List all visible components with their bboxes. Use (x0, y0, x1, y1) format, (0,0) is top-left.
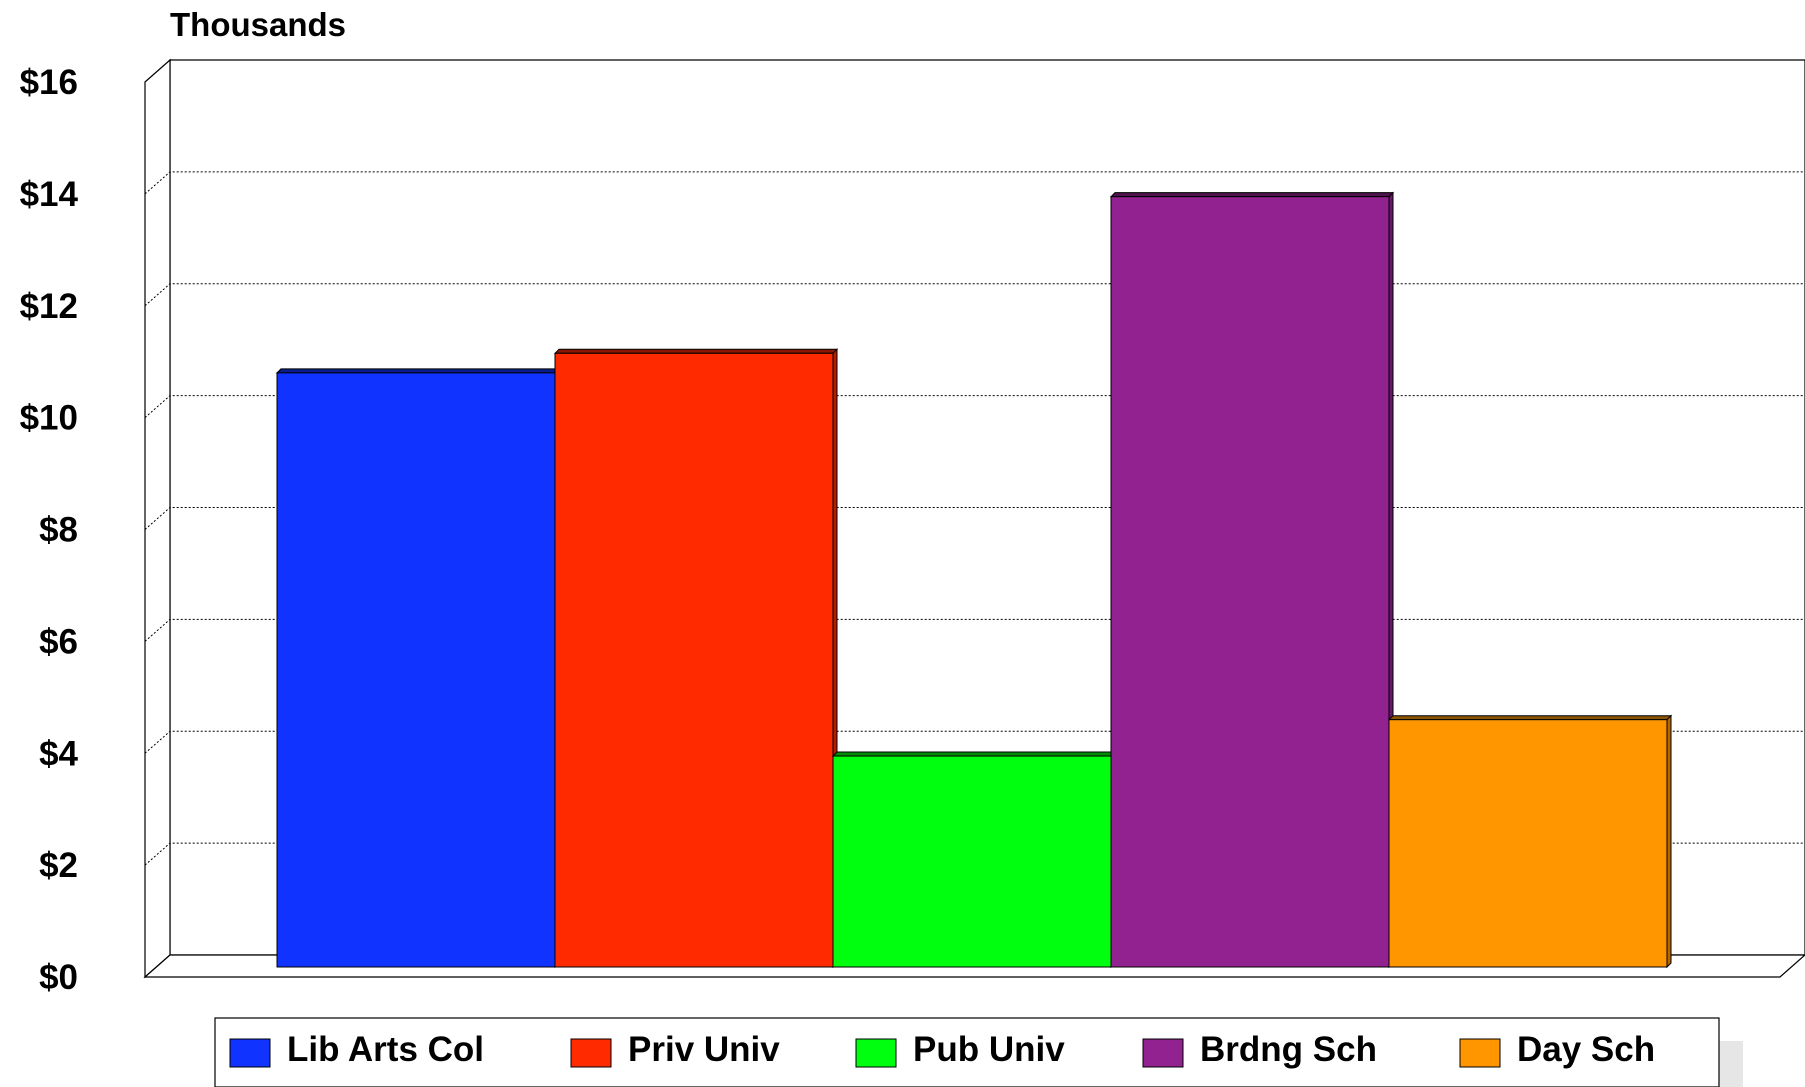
bar-top (831, 751, 1117, 757)
y-tick-labels: $0 $2 $4 $6 $8 $10 $12 $14 $16 (20, 63, 79, 997)
y-tick-label: $12 (20, 287, 78, 326)
bar-top (553, 348, 839, 354)
legend: Lib Arts Col Priv Univ Pub Univ Brdng Sch Da… (214, 1017, 1743, 1087)
legend-item: Pub Univ (855, 1030, 1065, 1069)
y-tick-label: $14 (20, 175, 79, 214)
bar (831, 750, 1117, 969)
legend-swatch (1142, 1038, 1184, 1068)
gridline (144, 171, 1805, 195)
bar (553, 348, 839, 969)
legend-item: Brdng Sch (1142, 1030, 1377, 1069)
gridline (144, 730, 1805, 754)
legend-item: Lib Arts Col (229, 1030, 484, 1069)
bar-front (1388, 719, 1668, 968)
y-tick-label: $4 (39, 734, 78, 773)
bar-front (554, 352, 834, 968)
y-tick-label: $2 (39, 846, 78, 885)
bar (1387, 714, 1673, 969)
legend-item: Priv Univ (570, 1030, 780, 1069)
gridline (144, 395, 1805, 419)
legend-label: Lib Arts Col (287, 1030, 484, 1069)
gridline (144, 618, 1805, 642)
y-tick-label: $6 (39, 622, 78, 661)
legend-label: Pub Univ (913, 1030, 1065, 1069)
y-unit-label: Thousands (170, 6, 346, 43)
legend-swatch (570, 1038, 612, 1068)
legend-label: Priv Univ (628, 1030, 780, 1069)
bar-side (1666, 714, 1672, 969)
bar-top (1387, 715, 1673, 721)
bar-front (1110, 196, 1390, 968)
bar-front (276, 372, 556, 968)
gridline (144, 842, 1805, 866)
legend-swatch (1459, 1038, 1501, 1068)
gridline (144, 507, 1805, 530)
bar-top (1109, 192, 1395, 198)
bar (275, 367, 561, 969)
bar-front (832, 755, 1112, 968)
bar-top (275, 368, 561, 374)
y-tick-label: $8 (39, 511, 78, 550)
y-tick-label: $16 (20, 63, 78, 102)
legend-label: Brdng Sch (1200, 1030, 1377, 1069)
legend-item: Day Sch (1459, 1030, 1655, 1069)
bars (275, 191, 1673, 969)
gridlines (144, 171, 1805, 866)
y-tick-label: $0 (39, 958, 78, 997)
y-tick-label: $10 (20, 399, 78, 438)
legend-label: Day Sch (1517, 1030, 1655, 1069)
gridline (144, 283, 1805, 307)
legend-swatch (229, 1038, 271, 1068)
legend-swatch (855, 1038, 897, 1068)
legend-shadow (1719, 1041, 1743, 1087)
bar (1109, 191, 1395, 969)
